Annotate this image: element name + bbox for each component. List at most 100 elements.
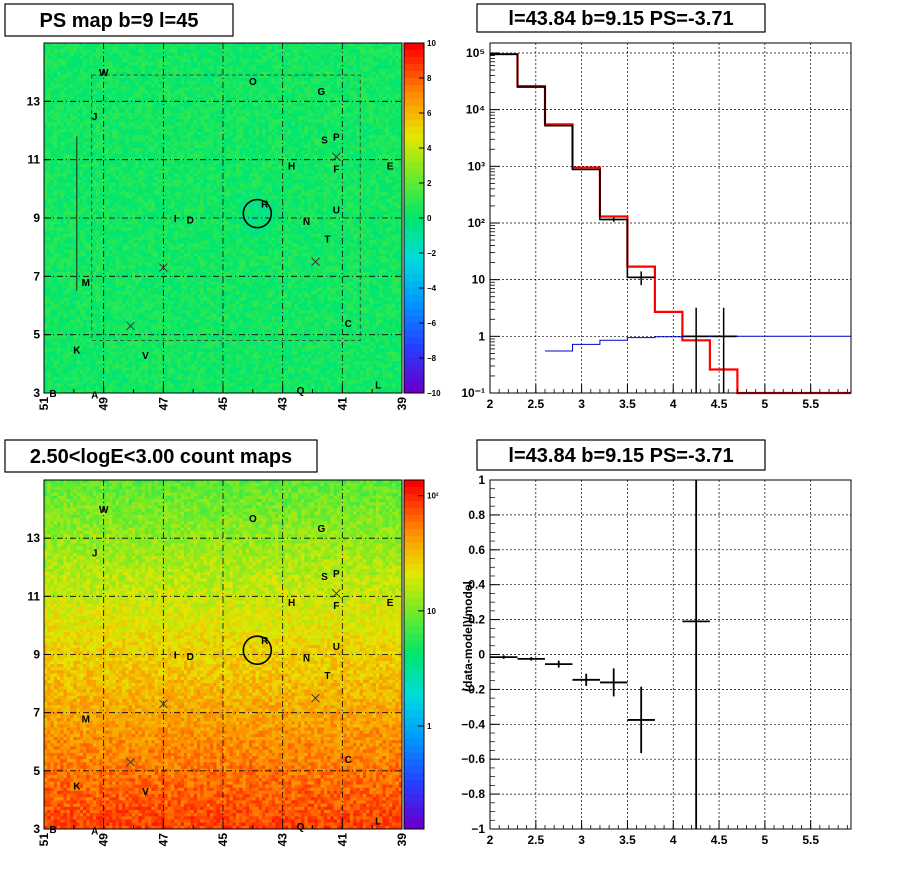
map-cell: [125, 148, 129, 152]
map-cell: [207, 135, 211, 139]
map-cell: [90, 49, 94, 53]
map-cell: [272, 180, 276, 184]
map-cell: [67, 113, 71, 117]
map-cell: [194, 126, 198, 130]
map-cell: [57, 154, 61, 158]
map-cell: [252, 132, 256, 136]
map-cell: [119, 46, 123, 50]
map-cell: [311, 177, 315, 181]
map-cell: [343, 177, 347, 181]
map-cell: [301, 97, 305, 101]
map-cell: [155, 78, 159, 82]
map-cell: [327, 154, 331, 158]
map-cell: [321, 161, 325, 165]
map-cell: [269, 78, 273, 82]
map-cell: [252, 113, 256, 117]
map-cell: [83, 126, 87, 130]
map-cell: [379, 72, 383, 76]
map-cell: [389, 46, 393, 50]
map-cell: [379, 167, 383, 171]
map-cell: [122, 59, 126, 63]
map-cell: [129, 46, 133, 50]
map-cell: [285, 151, 289, 155]
map-cell: [252, 138, 256, 142]
map-cell: [311, 84, 315, 88]
map-cell: [395, 62, 399, 66]
map-cell: [96, 164, 100, 168]
map-cell: [106, 183, 110, 187]
map-cell: [135, 154, 139, 158]
map-cell: [57, 56, 61, 60]
map-cell: [291, 142, 295, 146]
map-cell: [366, 180, 370, 184]
map-cell: [369, 180, 373, 184]
map-cell: [60, 161, 64, 165]
map-cell: [197, 59, 201, 63]
map-cell: [304, 154, 308, 158]
map-cell: [295, 183, 299, 187]
map-cell: [304, 183, 308, 187]
map-cell: [304, 116, 308, 120]
map-cell: [187, 62, 191, 66]
map-cell: [135, 177, 139, 181]
map-cell: [51, 126, 55, 130]
map-cell: [301, 161, 305, 165]
map-cell: [243, 84, 247, 88]
map-cell: [200, 65, 204, 69]
map-cell: [356, 68, 360, 72]
map-cell: [86, 151, 90, 155]
map-cell: [382, 65, 386, 69]
map-cell: [239, 43, 243, 47]
map-cell: [116, 119, 120, 123]
map-cell: [93, 46, 97, 50]
map-cell: [116, 100, 120, 104]
map-cell: [272, 97, 276, 101]
map-cell: [330, 183, 334, 187]
map-cell: [236, 103, 240, 107]
map-cell: [47, 81, 51, 85]
map-cell: [249, 161, 253, 165]
map-cell: [259, 116, 263, 120]
map-cell: [363, 53, 367, 57]
map-cell: [122, 49, 126, 53]
map-cell: [356, 161, 360, 165]
map-cell: [138, 177, 142, 181]
map-cell: [213, 173, 217, 177]
map-cell: [386, 72, 390, 76]
map-cell: [298, 107, 302, 111]
map-cell: [73, 65, 77, 69]
map-cell: [272, 177, 276, 181]
map-cell: [171, 107, 175, 111]
map-cell: [57, 88, 61, 92]
map-cell: [47, 126, 51, 130]
map-cell: [382, 129, 386, 133]
map-cell: [132, 97, 136, 101]
map-cell: [181, 186, 185, 190]
map-cell: [356, 91, 360, 95]
map-cell: [239, 88, 243, 92]
map-cell: [327, 97, 331, 101]
map-cell: [67, 94, 71, 98]
map-cell: [343, 84, 347, 88]
map-cell: [184, 161, 188, 165]
map-cell: [347, 148, 351, 152]
map-cell: [389, 126, 393, 130]
map-cell: [382, 183, 386, 187]
map-cell: [395, 43, 399, 47]
map-cell: [70, 145, 74, 149]
map-cell: [321, 154, 325, 158]
map-cell: [314, 135, 318, 139]
map-cell: [353, 132, 357, 136]
map-cell: [376, 43, 380, 47]
map-cell: [301, 43, 305, 47]
map-cell: [210, 148, 214, 152]
map-cell: [236, 142, 240, 146]
map-cell: [291, 59, 295, 63]
map-cell: [363, 180, 367, 184]
map-cell: [64, 138, 68, 142]
map-cell: [314, 180, 318, 184]
map-cell: [64, 173, 68, 177]
map-cell: [233, 154, 237, 158]
map-cell: [356, 100, 360, 104]
map-cell: [51, 173, 55, 177]
